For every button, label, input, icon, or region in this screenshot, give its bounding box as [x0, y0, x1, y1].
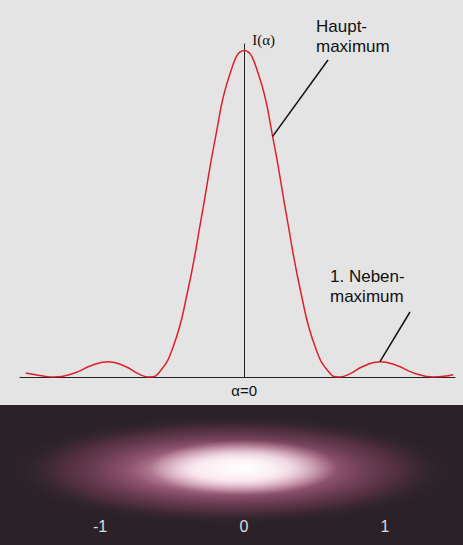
svg-text:maximum: maximum [330, 287, 404, 306]
svg-text:I(α): I(α) [252, 32, 275, 49]
svg-text:maximum: maximum [316, 37, 390, 56]
svg-text:Haupt-: Haupt- [316, 17, 367, 36]
svg-text:1. Neben-: 1. Neben- [330, 267, 405, 286]
svg-text:1: 1 [381, 518, 390, 535]
svg-text:α=0: α=0 [231, 382, 257, 399]
svg-text:-1: -1 [93, 518, 107, 535]
svg-text:0: 0 [240, 518, 249, 535]
